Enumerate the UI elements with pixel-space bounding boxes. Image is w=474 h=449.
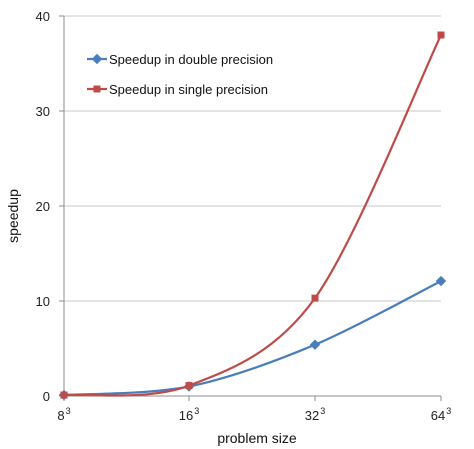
series-line xyxy=(63,34,442,397)
y-tick-labels: 0 10 20 30 40 xyxy=(36,9,50,404)
data-point-square xyxy=(437,31,445,39)
x-tick-label: 643 xyxy=(431,406,451,423)
axes xyxy=(59,15,442,401)
data-point-square xyxy=(60,391,68,399)
y-tick-label: 0 xyxy=(43,389,50,404)
legend: Speedup in double precision Speedup in si… xyxy=(87,52,273,97)
x-tick-label: 163 xyxy=(179,406,199,423)
series-lines xyxy=(58,31,447,401)
data-point-square xyxy=(185,382,193,390)
legend-marker-square xyxy=(93,85,101,93)
x-tick-label: 323 xyxy=(305,406,325,423)
y-tick-label: 20 xyxy=(36,199,50,214)
series-line xyxy=(63,280,442,397)
data-point-diamond xyxy=(435,275,447,287)
data-point-diamond xyxy=(309,339,321,350)
series-double-precision xyxy=(58,275,447,401)
y-axis-label: speedup xyxy=(5,189,21,243)
legend-label: Speedup in single precision xyxy=(109,82,268,97)
x-tick-labels: 83 163 323 643 xyxy=(57,406,451,423)
x-axis-label: problem size xyxy=(217,430,297,446)
y-tick-label: 10 xyxy=(36,294,50,309)
data-point-square xyxy=(311,294,319,302)
y-tick-label: 40 xyxy=(36,9,50,24)
legend-marker-diamond xyxy=(91,53,103,65)
y-tick-label: 30 xyxy=(36,104,50,119)
x-tick-label: 83 xyxy=(57,406,70,423)
series-single-precision xyxy=(60,31,445,399)
legend-label: Speedup in double precision xyxy=(109,52,273,67)
grid-lines xyxy=(64,15,441,302)
